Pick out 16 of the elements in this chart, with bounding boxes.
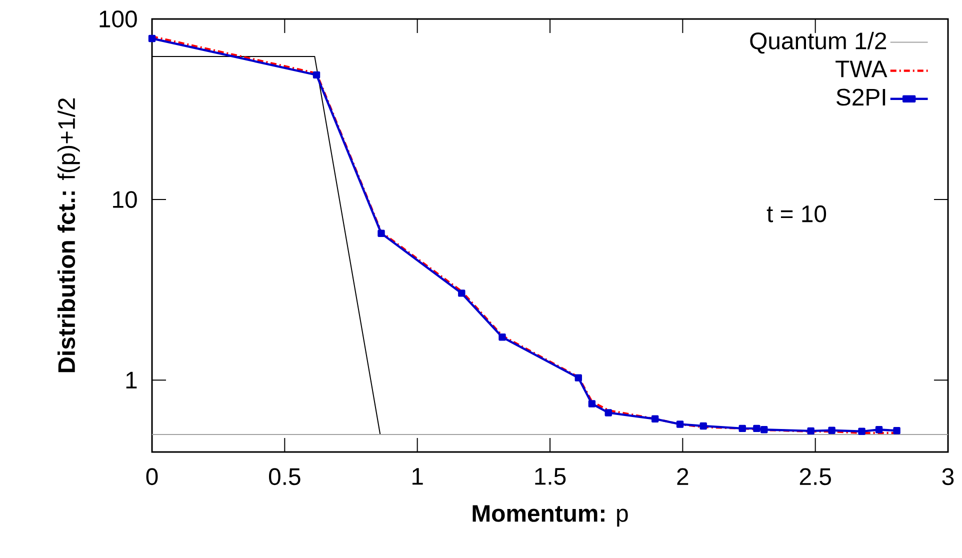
- x-tick-label: 1.5: [535, 468, 566, 485]
- y-axis-title: Distribution fct.: f(p)+1/2: [58, 98, 80, 372]
- y-tick-label: 100: [100, 10, 137, 28]
- x-tick-label: 2: [677, 468, 688, 485]
- legend-label: S2PI: [836, 88, 886, 106]
- x-tick-label: 0: [146, 468, 158, 486]
- legend-label: Quantum 1/2: [750, 32, 886, 54]
- y-tick-label: 1: [126, 372, 137, 388]
- x-tick-label: 0.5: [268, 468, 300, 486]
- x-tick-label: 1: [412, 468, 423, 485]
- x-axis-title: Momentum: p: [472, 505, 628, 527]
- annotation: t = 10: [766, 205, 826, 222]
- x-tick-label: 3: [942, 468, 954, 486]
- legend-label: TWA: [836, 60, 888, 78]
- y-tick-label: 10: [113, 191, 137, 208]
- x-tick-label: 2.5: [800, 468, 831, 486]
